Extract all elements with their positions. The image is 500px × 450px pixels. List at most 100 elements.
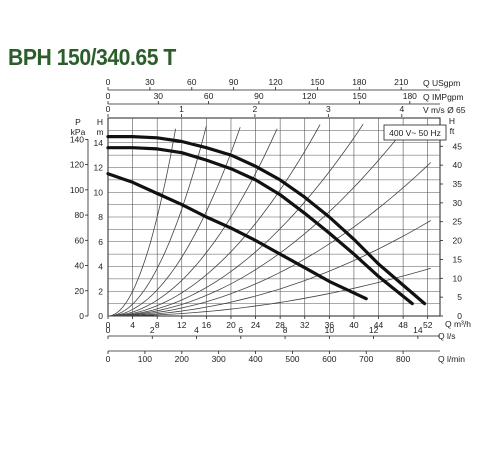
bottom-axis-label: Q l/s — [438, 331, 455, 341]
top-axis-tick-label: 120 — [268, 77, 282, 87]
bottom-axis-tick-label: 200 — [175, 354, 189, 364]
x-tick-label: 0 — [106, 320, 111, 330]
bottom-axis-tick-label: 10 — [325, 325, 335, 335]
system-curve — [107, 123, 364, 317]
top-axis-tick-label: 4 — [399, 104, 404, 114]
system-curves — [107, 123, 432, 317]
pressure-tick-label: 60 — [75, 235, 85, 245]
bottom-axis-tick-label: 0 — [106, 354, 111, 364]
top-axis-tick-label: 60 — [204, 91, 214, 101]
top-axis-tick-label: 120 — [302, 91, 316, 101]
y-ft-label-h: H — [449, 116, 455, 126]
top-axis-tick-label: 3 — [326, 104, 331, 114]
x-tick-label: 16 — [202, 320, 212, 330]
grid-layer — [107, 117, 441, 317]
bottom-axis-tick-label: 14 — [413, 325, 423, 335]
bottom-axis-tick-label: 600 — [322, 354, 336, 364]
ft-tick-label: 20 — [453, 236, 463, 246]
y-head-tick-label: 14 — [94, 138, 104, 148]
bottom-axis-tick-label: 800 — [396, 354, 410, 364]
top-axis-tick-label: 90 — [229, 77, 239, 87]
y-head-tick-label: 10 — [94, 187, 104, 197]
x-tick-label: 4 — [130, 320, 135, 330]
ft-tick-label: 45 — [453, 141, 463, 151]
bottom-axis-tick-label: 8 — [283, 325, 288, 335]
pressure-tick-label: 80 — [75, 210, 85, 220]
ft-tick-label: 10 — [453, 273, 463, 283]
top-axis-tick-label: 0 — [106, 91, 111, 101]
bottom-axis-tick-label: 100 — [138, 354, 152, 364]
pressure-tick-label: 0 — [79, 311, 84, 321]
ft-tick-label: 35 — [453, 179, 463, 189]
top-axis-tick-label: 90 — [254, 91, 264, 101]
pressure-label-kpa: kPa — [71, 127, 86, 137]
top-axis-tick-label: 180 — [352, 77, 366, 87]
x-tick-label: 44 — [374, 320, 384, 330]
y-head-tick-label: 6 — [98, 237, 103, 247]
bottom-axis-tick-label: 6 — [238, 325, 243, 335]
bottom-axis-label: Q l/min — [438, 354, 465, 364]
y-head-tick-label: 8 — [98, 212, 103, 222]
bottom-axis-tick-label: 4 — [194, 325, 199, 335]
system-curve — [107, 220, 432, 317]
x-axis-label: Q m³/h — [445, 319, 471, 329]
x-tick-label: 52 — [423, 320, 433, 330]
y-head-label-h: H — [97, 117, 103, 127]
pressure-label-p: P — [75, 117, 81, 127]
top-axis-tick-label: 30 — [145, 77, 155, 87]
legend-box: 400 V~ 50 Hz — [383, 124, 447, 141]
pump-curve — [106, 135, 427, 306]
ft-tick-label: 0 — [457, 311, 462, 321]
ft-tick-label: 25 — [453, 217, 463, 227]
y-head-tick-label: 4 — [98, 262, 103, 272]
x-tick-label: 36 — [325, 320, 335, 330]
top-axis-tick-label: 150 — [352, 91, 366, 101]
x-tick-label: 32 — [300, 320, 310, 330]
top-axis-tick-label: 60 — [187, 77, 197, 87]
x-tick-label: 40 — [349, 320, 359, 330]
y-head-tick-label: 2 — [98, 286, 103, 296]
x-tick-label: 48 — [398, 320, 408, 330]
x-tick-label: 12 — [177, 320, 187, 330]
system-curve — [107, 128, 176, 317]
axes: 0 4 8 12 16 20 24 28 32 36 40 44 48 52 Q m³/h024681012… — [70, 77, 471, 364]
y-head-tick-label: 12 — [94, 163, 104, 173]
x-tick-label: 24 — [251, 320, 261, 330]
pressure-tick-label: 100 — [70, 185, 84, 195]
top-axis-tick-label: 30 — [154, 91, 164, 101]
bottom-axis-tick-label: 0 — [106, 325, 111, 335]
pump-curve — [106, 172, 368, 301]
pressure-tick-label: 40 — [75, 261, 85, 271]
legend-text: 400 V~ 50 Hz — [389, 128, 441, 138]
pressure-tick-label: 20 — [75, 286, 85, 296]
pump-curve — [106, 146, 414, 306]
ft-tick-label: 5 — [457, 292, 462, 302]
y-head-label-m: m — [96, 127, 103, 137]
bottom-axis-tick-label: 300 — [212, 354, 226, 364]
pump-curves — [106, 135, 427, 306]
ft-tick-label: 30 — [453, 198, 463, 208]
bottom-axis-tick-label: 500 — [285, 354, 299, 364]
top-axis-tick-label: 180 — [403, 91, 417, 101]
system-curve — [108, 267, 431, 317]
system-curve — [107, 162, 432, 317]
ft-tick-label: 40 — [453, 160, 463, 170]
pressure-tick-label: 140 — [70, 134, 84, 144]
bottom-axis-tick-label: 2 — [150, 325, 155, 335]
y-ft-label-ft: ft — [450, 126, 455, 136]
bottom-axis-tick-label: 12 — [369, 325, 379, 335]
top-axis-tick-label: 2 — [253, 104, 258, 114]
y-head-tick-label: 0 — [98, 311, 103, 321]
top-axis-label: Q IMPgpm — [423, 92, 464, 102]
x-tick-label: 8 — [155, 320, 160, 330]
ft-tick-label: 15 — [453, 254, 463, 264]
pressure-tick-label: 120 — [70, 160, 84, 170]
top-axis-tick-label: 0 — [106, 104, 111, 114]
x-tick-label: 20 — [226, 320, 236, 330]
bottom-axis-tick-label: 400 — [248, 354, 262, 364]
top-axis-tick-label: 0 — [106, 77, 111, 87]
system-curve — [107, 127, 241, 317]
bottom-axis-tick-label: 700 — [359, 354, 373, 364]
top-axis-tick-label: 1 — [179, 104, 184, 114]
